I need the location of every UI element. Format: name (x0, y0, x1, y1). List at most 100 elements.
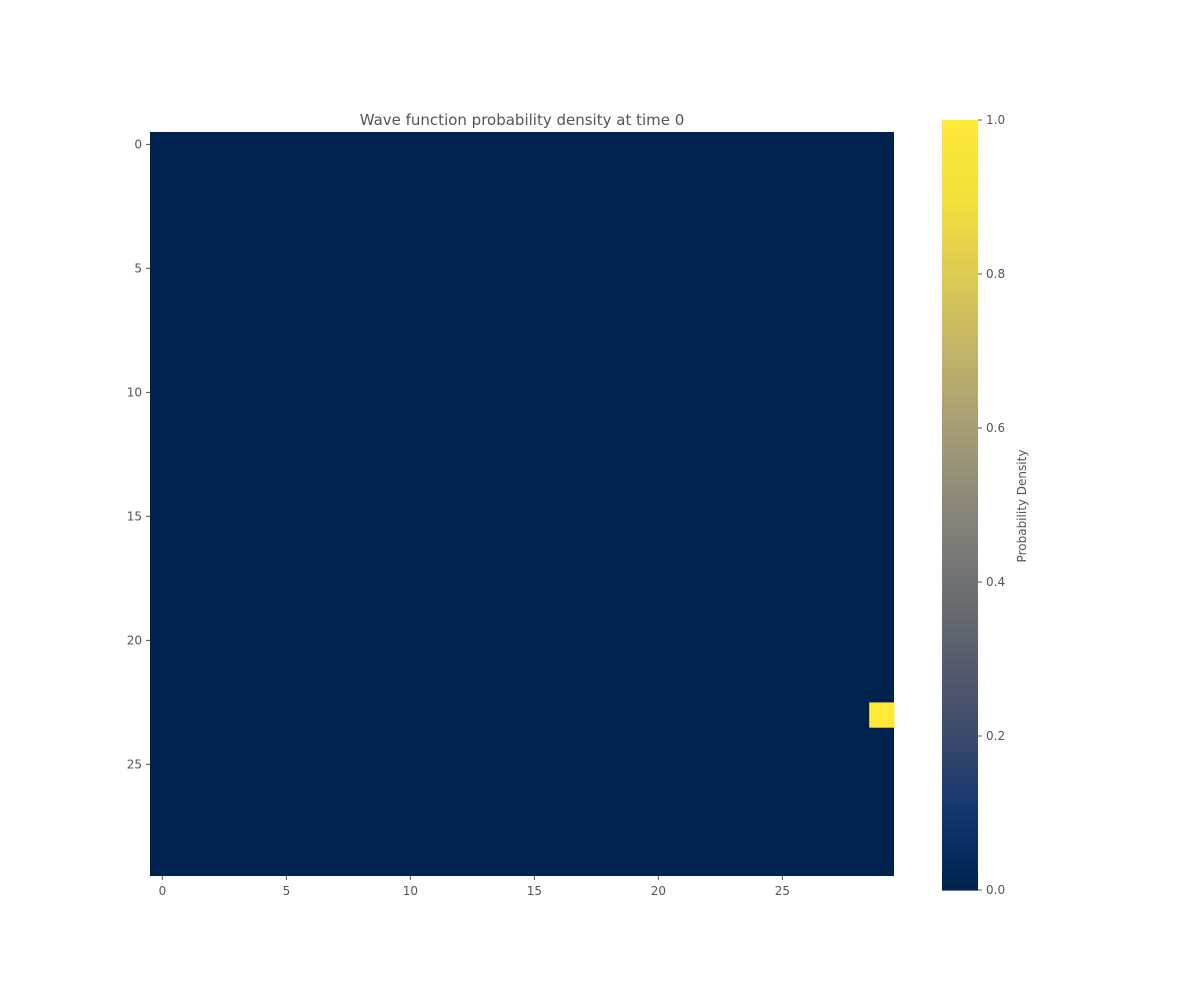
colorbar-band (942, 266, 978, 275)
colorbar-band (942, 443, 978, 452)
colorbar-tick-label: 0.8 (986, 267, 1005, 281)
y-axis: 0 5 10 15 20 25 (127, 137, 150, 771)
colorbar-band (942, 689, 978, 699)
colorbar-band (942, 674, 978, 683)
colorbar-band (942, 759, 978, 768)
colorbar-band (942, 189, 978, 198)
colorbar-band (942, 304, 978, 314)
colorbar-band (942, 820, 978, 829)
colorbar-band (942, 489, 978, 498)
colorbar-band (942, 597, 978, 606)
colorbar-band (942, 312, 978, 321)
colorbar-band (942, 474, 978, 483)
y-tick-label: 0 (134, 137, 142, 151)
colorbar-band (942, 220, 978, 229)
y-tick-label: 25 (127, 757, 142, 771)
colorbar-band (942, 659, 978, 668)
colorbar-band (942, 412, 978, 421)
colorbar-band (942, 866, 978, 876)
x-tick-label: 0 (159, 884, 167, 898)
colorbar-band (942, 397, 978, 406)
colorbar-band (942, 289, 978, 298)
colorbar-band (942, 558, 978, 568)
x-tick-label: 20 (651, 884, 666, 898)
colorbar-band (942, 135, 978, 144)
colorbar-band (942, 628, 978, 637)
colorbar-band (942, 204, 978, 213)
colorbar-band (942, 274, 978, 283)
colorbar-band (942, 466, 978, 475)
colorbar-band (942, 458, 978, 468)
colorbar-band (942, 728, 978, 737)
colorbar-band (942, 505, 978, 514)
colorbar-band (942, 481, 978, 491)
colorbar-band (942, 512, 978, 521)
x-tick-label: 5 (283, 884, 291, 898)
y-tick-label: 5 (134, 261, 142, 275)
colorbar-band (942, 281, 978, 290)
colorbar-band (942, 227, 978, 237)
colorbar-band (942, 751, 978, 760)
colorbar-band (942, 574, 978, 583)
colorbar-band (942, 743, 978, 752)
colorbar-band (942, 258, 978, 267)
colorbar-band (942, 766, 978, 776)
x-tick-label: 15 (527, 884, 542, 898)
colorbar-tick-label: 0.0 (986, 883, 1005, 897)
colorbar-band (942, 797, 978, 806)
colorbar-band (942, 166, 978, 175)
colorbar-band (942, 320, 978, 329)
colorbar-band (942, 805, 978, 814)
colorbar-band (942, 605, 978, 614)
colorbar-band (942, 374, 978, 383)
colorbar-label: Probability Density (1015, 450, 1029, 563)
colorbar-band (942, 789, 978, 799)
colorbar-band (942, 120, 978, 129)
colorbar-band (942, 566, 978, 575)
colorbar-band (942, 343, 978, 352)
x-axis: 0 5 10 15 20 25 (159, 876, 790, 898)
colorbar-band (942, 720, 978, 729)
x-tick-label: 25 (775, 884, 790, 898)
colorbar-band (942, 250, 978, 260)
colorbar-band (942, 381, 978, 391)
colorbar-band (942, 520, 978, 529)
colorbar-band (942, 150, 978, 160)
colorbar-band (942, 705, 978, 714)
y-tick-label: 15 (127, 509, 142, 523)
colorbar-band (942, 712, 978, 722)
heatmap-cell (869, 702, 895, 728)
colorbar-band (942, 528, 978, 537)
colorbar-band (942, 235, 978, 244)
colorbar-band (942, 828, 978, 837)
colorbar-band (942, 582, 978, 591)
colorbar-band (942, 643, 978, 652)
colorbar-band (942, 181, 978, 190)
colorbar-band (942, 697, 978, 706)
x-tick-label: 10 (403, 884, 418, 898)
colorbar-band (942, 366, 978, 375)
colorbar-band (942, 358, 978, 367)
colorbar-band (942, 327, 978, 337)
plot-area (150, 132, 895, 876)
colorbar-band (942, 335, 978, 344)
colorbar-band (942, 589, 978, 598)
colorbar-band (942, 813, 978, 822)
colorbar-band (942, 173, 978, 183)
colorbar-band (942, 428, 978, 437)
colorbar-band (942, 535, 978, 545)
colorbar-band (942, 435, 978, 444)
colorbar-band (942, 243, 978, 252)
colorbar-band (942, 851, 978, 860)
colorbar-band (942, 682, 978, 691)
colorbar-band (942, 612, 978, 622)
colorbar-tick-label: 0.4 (986, 575, 1005, 589)
colorbar-band (942, 451, 978, 460)
colorbar-band (942, 497, 978, 506)
colorbar-band (942, 543, 978, 552)
colorbar-tick-label: 1.0 (986, 113, 1005, 127)
colorbar-band (942, 882, 978, 891)
colorbar-tick-label: 0.2 (986, 729, 1005, 743)
colorbar-band (942, 551, 978, 560)
colorbar-band (942, 143, 978, 152)
